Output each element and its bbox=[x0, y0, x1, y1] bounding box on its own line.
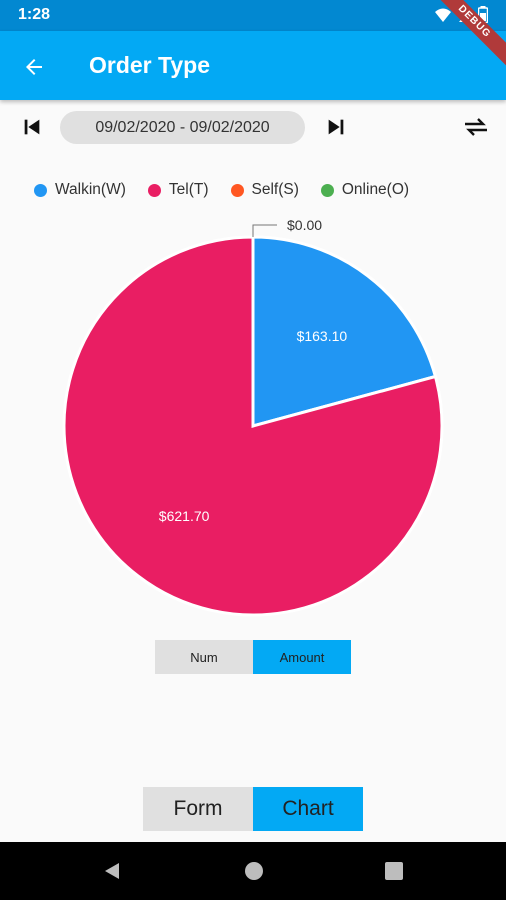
view-toggle: Form Chart bbox=[143, 787, 363, 831]
page-title: Order Type bbox=[89, 52, 210, 78]
pie-slice-walkinw bbox=[251, 235, 438, 428]
chart-legend: Walkin(W) Tel(T) Self(S) Online(O) bbox=[34, 181, 409, 199]
legend-label: Walkin(W) bbox=[55, 181, 126, 198]
swap-button[interactable] bbox=[460, 111, 492, 143]
date-range-selector[interactable]: 09/02/2020 - 09/02/2020 bbox=[60, 111, 305, 144]
legend-dot bbox=[147, 183, 161, 197]
pie-slice-label-walkinw: $163.10 bbox=[297, 328, 348, 344]
app-bar: Order Type bbox=[0, 31, 506, 100]
legend-dot bbox=[34, 183, 47, 197]
status-bar: 1:28 bbox=[0, 0, 506, 31]
pie-chart: $163.10 $621.70 $0.00 bbox=[62, 217, 444, 617]
pie-slice-label-selfs: $0.00 bbox=[287, 217, 322, 233]
nav-home-button[interactable] bbox=[242, 859, 266, 883]
legend-item-self: Self(S) bbox=[230, 181, 299, 199]
legend-item-online: Online(O) bbox=[320, 181, 410, 199]
legend-dot bbox=[320, 183, 334, 197]
legend-item-tel: Tel(T) bbox=[147, 181, 209, 199]
last-page-button[interactable] bbox=[320, 111, 352, 143]
legend-label: Online(O) bbox=[341, 181, 410, 198]
nav-recents-button[interactable] bbox=[382, 859, 406, 883]
pie-chart-container: $163.10 $621.70 $0.00 bbox=[0, 200, 506, 630]
num-toggle-button[interactable]: Num bbox=[155, 640, 253, 674]
chart-view-button[interactable]: Chart bbox=[253, 787, 363, 831]
legend-dot bbox=[230, 183, 244, 197]
skip-previous-icon bbox=[24, 119, 40, 135]
legend-label: Tel(T) bbox=[168, 181, 209, 198]
first-page-button[interactable] bbox=[16, 111, 48, 143]
swap-horiz-icon bbox=[465, 118, 487, 136]
back-button[interactable] bbox=[18, 51, 50, 83]
nav-home-icon bbox=[245, 862, 263, 880]
form-view-button[interactable]: Form bbox=[143, 787, 253, 831]
amount-toggle-button[interactable]: Amount bbox=[253, 640, 351, 674]
pie-slice-label-telt: $621.70 bbox=[159, 508, 210, 524]
metric-toggle: Num Amount bbox=[155, 640, 351, 674]
legend-label: Self(S) bbox=[251, 181, 299, 198]
nav-recents-icon bbox=[385, 862, 403, 880]
arrow-back-icon bbox=[26, 59, 42, 75]
date-navigation: 09/02/2020 - 09/02/2020 bbox=[0, 108, 506, 148]
skip-next-icon bbox=[328, 119, 344, 135]
pie-leader-line-selfs bbox=[252, 224, 277, 237]
nav-back-button[interactable] bbox=[100, 859, 124, 883]
status-time: 1:28 bbox=[18, 6, 51, 23]
pie-slice-telt bbox=[62, 235, 444, 617]
nav-back-icon bbox=[105, 863, 119, 879]
legend-item-walkin: Walkin(W) bbox=[34, 181, 126, 199]
system-nav-bar bbox=[0, 842, 506, 900]
wifi-icon bbox=[435, 8, 451, 22]
